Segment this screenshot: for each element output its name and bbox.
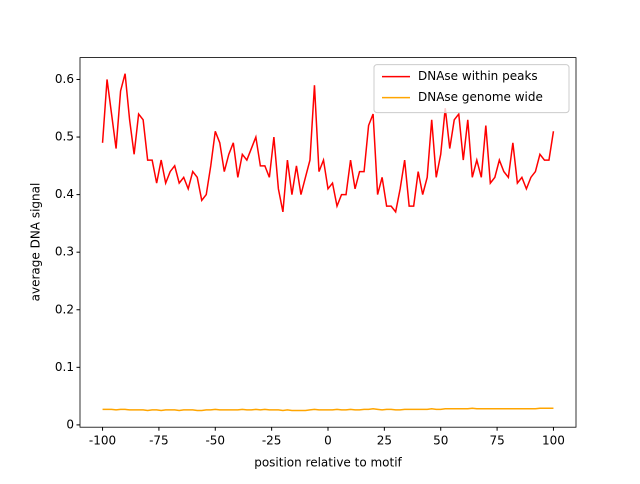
- x-tick-label: 100: [542, 434, 565, 448]
- legend-label: DNAse genome wide: [418, 90, 543, 104]
- x-tick-label: -50: [205, 434, 225, 448]
- legend-label: DNAse within peaks: [418, 69, 538, 83]
- x-axis-label: position relative to motif: [254, 456, 402, 470]
- x-tick-label: 0: [324, 434, 332, 448]
- y-tick-label: 0.6: [55, 72, 74, 86]
- y-tick-label: 0.3: [55, 245, 74, 259]
- legend-box: [373, 64, 570, 114]
- y-tick-label: 0: [66, 417, 74, 431]
- line-series: [101, 73, 555, 214]
- x-tick-label: 50: [433, 434, 448, 448]
- x-tick-label: -100: [89, 434, 116, 448]
- x-tick-label: -75: [149, 434, 169, 448]
- x-tick-label: -25: [262, 434, 282, 448]
- x-tick-label: 75: [489, 434, 504, 448]
- x-tick-label: 25: [377, 434, 392, 448]
- plot-frame: [79, 57, 577, 428]
- line-series: [102, 407, 554, 412]
- y-tick-label: 0.4: [55, 187, 74, 201]
- y-axis-label: average DNA signal: [29, 183, 43, 302]
- y-tick-label: 0.2: [55, 302, 74, 316]
- y-tick-label: 0.1: [55, 360, 74, 374]
- y-tick-label: 0.5: [55, 130, 74, 144]
